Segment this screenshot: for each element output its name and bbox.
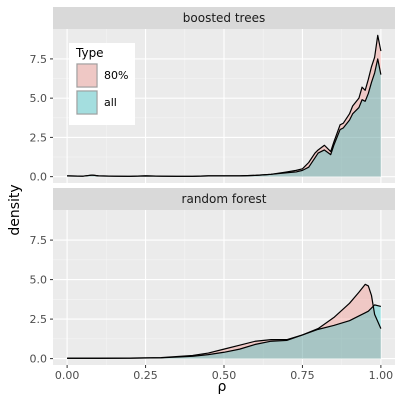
legend-key-background — [76, 90, 98, 115]
legend-title: Type — [75, 46, 104, 60]
legend-entry-label: all — [104, 96, 117, 109]
y-tick-label: 0.0 — [30, 171, 48, 184]
facet-strip — [53, 188, 395, 210]
y-tick-label: 0.0 — [30, 353, 48, 366]
facet-strip-label: boosted trees — [183, 11, 265, 25]
y-tick-label: 7.5 — [30, 234, 48, 247]
y-tick-label: 5.0 — [30, 274, 48, 287]
y-tick-label: 2.5 — [30, 131, 48, 144]
facet-strip-label: random forest — [182, 192, 267, 206]
legend: Type 80% all — [69, 43, 135, 125]
density-area-all — [67, 58, 381, 177]
panels: boosted trees 0.0 2.5 5.0 7.5 random forest 0.… — [30, 7, 395, 366]
density-line-all — [67, 304, 382, 359]
x-tick-label: 1.00 — [369, 369, 394, 382]
legend-key-swatch — [76, 63, 98, 88]
density-area-all — [67, 304, 381, 359]
y-axis-title: density — [7, 184, 23, 235]
x-tick-label: 0.25 — [133, 369, 158, 382]
legend-key-background — [76, 63, 98, 88]
y-tick-label: 2.5 — [30, 313, 48, 326]
legend-key-swatch — [76, 90, 98, 115]
legend-entry-label: 80% — [104, 69, 128, 82]
y-tick-label: 5.0 — [30, 92, 48, 105]
density-area-80pct — [67, 35, 381, 177]
x-tick-label: 0.50 — [212, 369, 237, 382]
x-axis-title: ρ — [218, 379, 227, 395]
x-tick-label: 0.75 — [290, 369, 315, 382]
density-area-80pct — [67, 284, 381, 359]
x-axis: 0.00 0.25 0.50 0.75 1.00 — [55, 365, 393, 382]
facet-panel: random forest 0.0 2.5 5.0 7.5 — [30, 188, 395, 366]
facet-strip — [53, 7, 395, 29]
y-tick-label: 7.5 — [30, 53, 48, 66]
x-tick-label: 0.00 — [55, 369, 80, 382]
density-line-all — [67, 58, 382, 177]
